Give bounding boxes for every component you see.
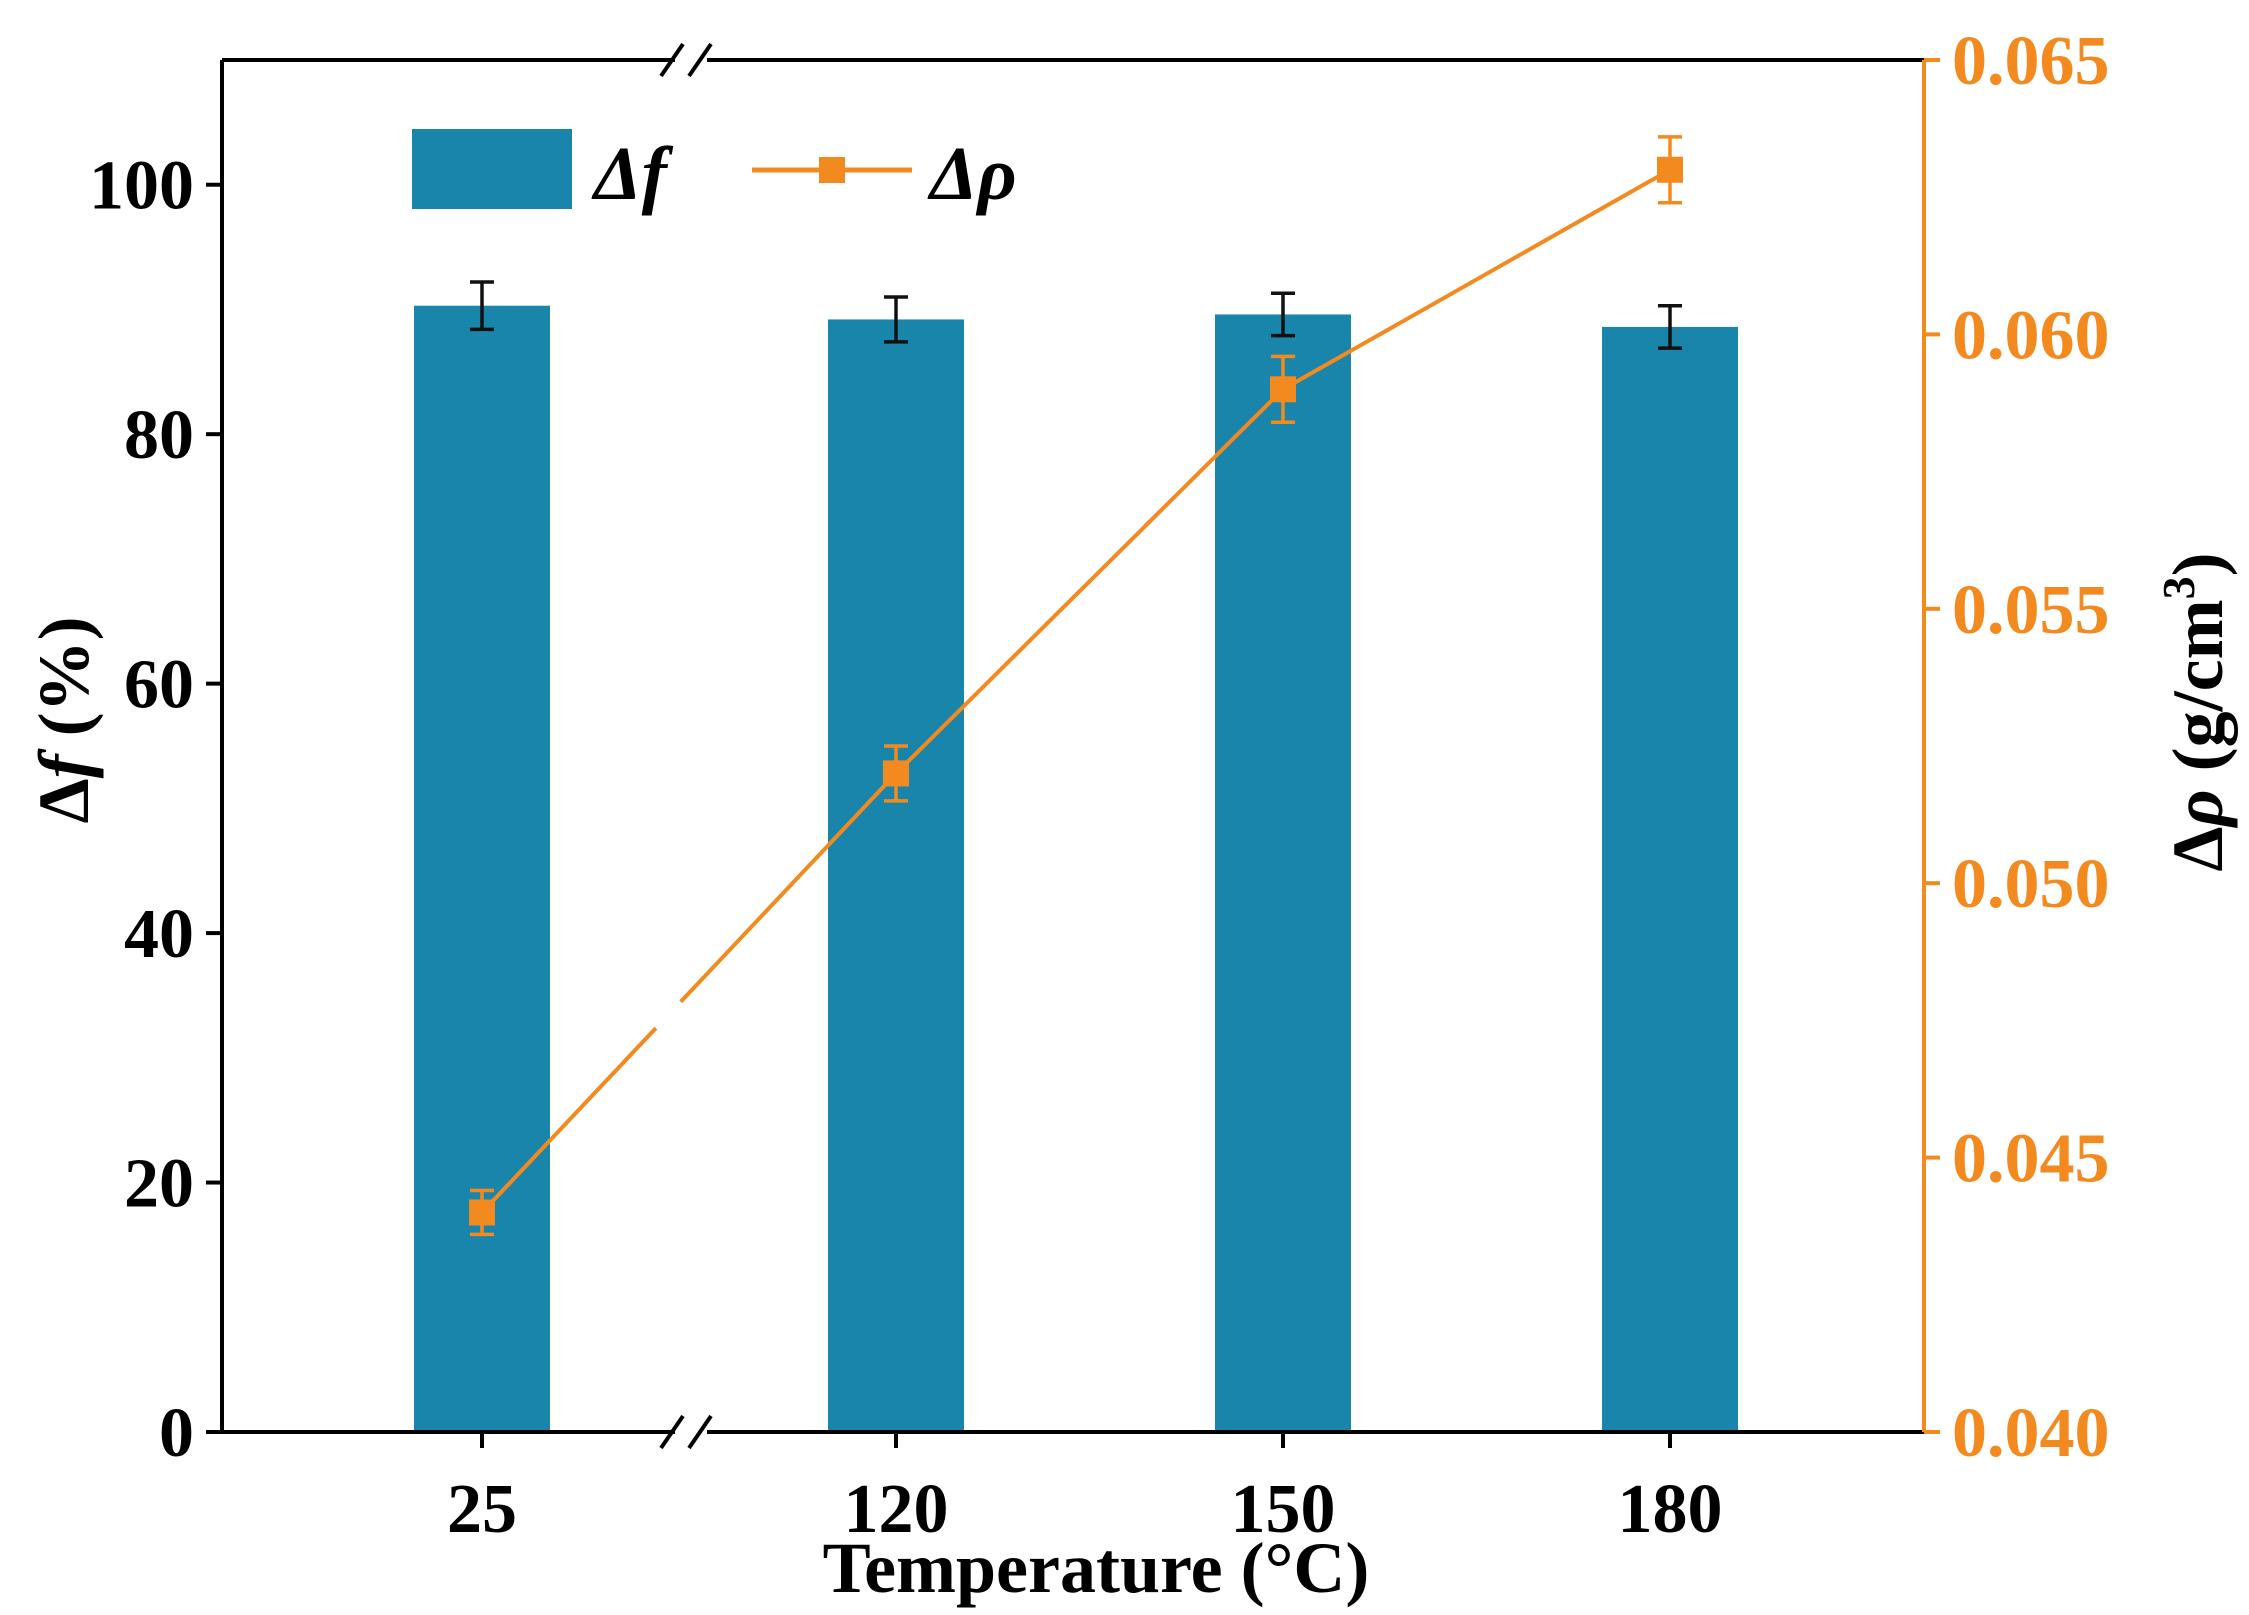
density-line-segment-2 bbox=[679, 168, 1671, 1004]
x-tick-label: 25 bbox=[447, 1471, 517, 1548]
break-slash-1 bbox=[659, 42, 685, 78]
bar-180 bbox=[1602, 326, 1738, 1432]
density-line-segment-1 bbox=[480, 1026, 658, 1214]
break-slash-2 bbox=[687, 1414, 713, 1450]
break-slash-2 bbox=[687, 42, 713, 78]
right-y-axis-title: Δρ (g/cm3) bbox=[2153, 552, 2238, 871]
left-tick-label: 20 bbox=[124, 1146, 194, 1223]
legend-swatch-bar bbox=[412, 129, 572, 209]
axes-layer bbox=[220, 42, 1926, 1450]
bar-error-bar-120 bbox=[884, 295, 908, 344]
density-marker-120 bbox=[883, 760, 909, 787]
right-tick-label: 0.045 bbox=[1952, 1121, 2110, 1198]
break-slash-1 bbox=[659, 1414, 685, 1450]
axis-break-mark-top bbox=[659, 42, 713, 78]
right-tick-label: 0.055 bbox=[1952, 572, 2110, 649]
left-tick-label: 0 bbox=[159, 1395, 194, 1472]
bar-error-bar-25 bbox=[470, 280, 494, 332]
x-tick-label: 120 bbox=[844, 1471, 949, 1548]
right-tick-label: 0.040 bbox=[1952, 1395, 2110, 1472]
bar-error-bars-layer bbox=[470, 280, 1682, 350]
left-tick-label: 80 bbox=[124, 397, 194, 474]
x-axis-title: Temperature (°C) bbox=[823, 1528, 1370, 1608]
left-y-axis-ticks: 0 20 40 60 80 100 bbox=[89, 148, 222, 1472]
right-tick-label: 0.065 bbox=[1952, 23, 2110, 100]
left-y-axis-title: Δf (%) bbox=[24, 616, 104, 823]
legend-swatch-marker bbox=[819, 157, 845, 183]
right-tick-label: 0.060 bbox=[1952, 297, 2110, 374]
density-marker-25 bbox=[469, 1199, 495, 1226]
density-line-layer bbox=[469, 135, 1683, 1237]
x-tick-label: 150 bbox=[1231, 1471, 1336, 1548]
bars-layer bbox=[414, 305, 1738, 1433]
bar-error-bar-180 bbox=[1658, 303, 1682, 350]
legend-label-bar: Δf bbox=[591, 132, 674, 216]
density-marker-180 bbox=[1657, 156, 1683, 183]
axis-break-mark-bottom bbox=[659, 1414, 713, 1450]
bar-25 bbox=[414, 305, 550, 1432]
left-tick-label: 100 bbox=[89, 148, 194, 225]
legend-label-line: Δρ bbox=[927, 132, 1017, 216]
bar-150 bbox=[1215, 314, 1351, 1433]
left-tick-label: 40 bbox=[124, 896, 194, 973]
right-tick-label: 0.050 bbox=[1952, 846, 2110, 923]
x-axis-ticks: 25 120 150 180 bbox=[447, 1432, 1723, 1548]
bar-error-bar-150 bbox=[1271, 291, 1295, 338]
legend: Δf Δρ bbox=[412, 129, 1017, 216]
density-marker-150 bbox=[1270, 376, 1296, 403]
right-y-axis-ticks: 0.040 0.045 0.050 0.055 0.060 0.065 bbox=[1924, 23, 2110, 1472]
x-tick-label: 180 bbox=[1618, 1471, 1723, 1548]
bar-120 bbox=[828, 319, 964, 1432]
left-tick-label: 60 bbox=[124, 647, 194, 724]
